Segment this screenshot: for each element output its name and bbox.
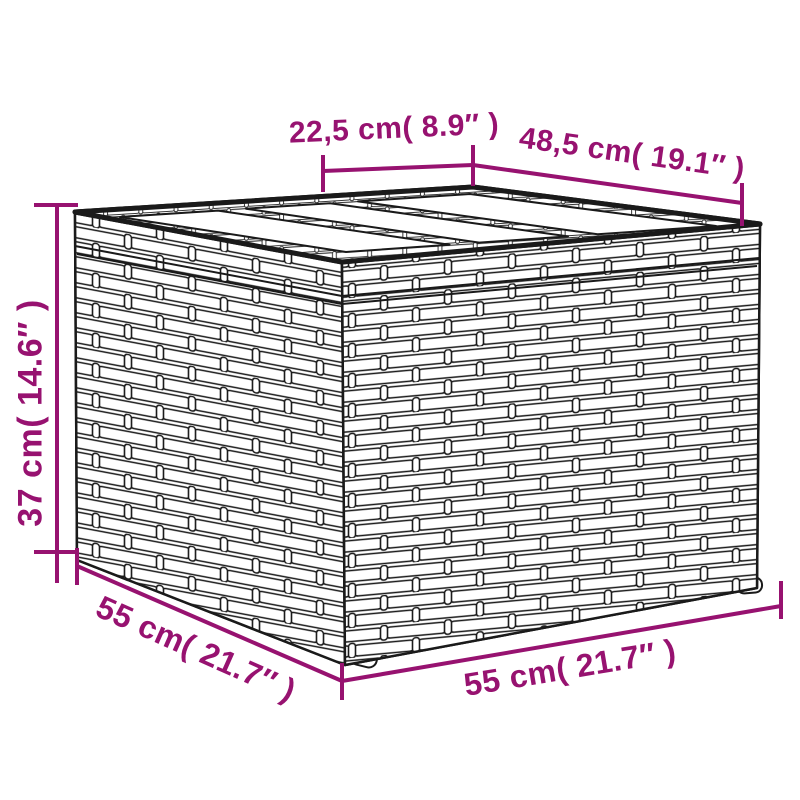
glass-panel-left [119, 209, 451, 253]
dimension-line-panel-width [321, 145, 475, 192]
rattan-table [72, 184, 764, 669]
glass-panel-right [357, 193, 717, 236]
glass-panels [119, 193, 717, 253]
rim-band [74, 245, 760, 305]
dimension-line-panel-depth [472, 163, 744, 226]
glass-panel-middle [245, 202, 569, 244]
dimension-line-base-width [341, 581, 783, 683]
dimension-line-base-depth [75, 548, 344, 700]
dimension-line-height [34, 203, 78, 583]
dimension-label-height: 37 cm( 14.6″ ) [11, 299, 50, 527]
